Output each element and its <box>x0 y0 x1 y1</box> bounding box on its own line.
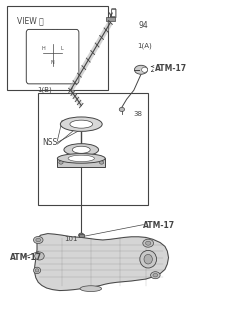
Text: 94: 94 <box>50 29 59 36</box>
Ellipse shape <box>36 238 41 242</box>
Ellipse shape <box>140 250 157 268</box>
Text: H: H <box>41 46 45 51</box>
Ellipse shape <box>60 117 102 131</box>
Bar <box>79 234 84 237</box>
Text: VIEW Ⓐ: VIEW Ⓐ <box>17 17 43 26</box>
Ellipse shape <box>146 241 151 245</box>
Bar <box>57 158 105 167</box>
Text: 1(A): 1(A) <box>137 42 152 49</box>
Ellipse shape <box>33 267 41 274</box>
Ellipse shape <box>68 155 94 162</box>
Ellipse shape <box>80 286 102 292</box>
Text: Ⓐ: Ⓐ <box>111 8 116 17</box>
Ellipse shape <box>70 120 93 128</box>
Text: 101: 101 <box>65 236 78 242</box>
Ellipse shape <box>141 67 147 72</box>
Bar <box>38 93 148 205</box>
Text: ATM-17: ATM-17 <box>155 64 187 73</box>
Text: ATM-17: ATM-17 <box>143 221 175 230</box>
Ellipse shape <box>35 269 39 272</box>
Ellipse shape <box>72 146 90 153</box>
Text: 94: 94 <box>139 21 148 30</box>
Ellipse shape <box>99 161 104 164</box>
Ellipse shape <box>64 144 98 156</box>
Ellipse shape <box>79 233 84 237</box>
Ellipse shape <box>134 65 147 74</box>
Text: ATM-17: ATM-17 <box>10 253 42 262</box>
Text: N: N <box>51 60 54 65</box>
Ellipse shape <box>143 239 153 247</box>
Ellipse shape <box>59 161 63 164</box>
Ellipse shape <box>144 254 152 264</box>
Text: 38: 38 <box>134 111 143 116</box>
FancyBboxPatch shape <box>26 29 79 84</box>
Bar <box>7 6 108 90</box>
Ellipse shape <box>33 236 43 244</box>
Text: NSS: NSS <box>42 138 57 147</box>
Ellipse shape <box>153 273 158 277</box>
Ellipse shape <box>57 154 105 163</box>
Text: 1(B): 1(B) <box>37 87 52 93</box>
Ellipse shape <box>119 107 125 112</box>
Ellipse shape <box>35 252 44 260</box>
Text: L: L <box>61 46 64 51</box>
Text: Ⓐ: Ⓐ <box>110 7 116 17</box>
Ellipse shape <box>151 272 160 279</box>
Polygon shape <box>35 234 168 291</box>
Bar <box>106 17 115 21</box>
